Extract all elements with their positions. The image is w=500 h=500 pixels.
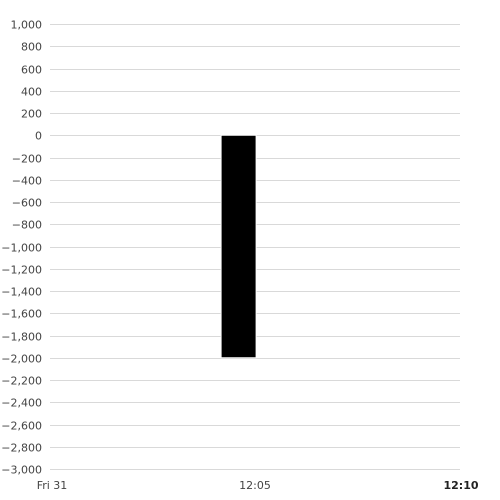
y-tick-label: −2,200 [1,375,42,388]
y-tick-label: −1,000 [1,242,42,255]
y-tick-label: −2,600 [1,420,42,433]
y-tick-label: −1,800 [1,331,42,344]
y-tick-label: −1,200 [1,264,42,277]
y-tick-label: 1,000 [11,19,43,32]
y-tick-label: 800 [21,41,42,54]
y-tick-label: −600 [12,197,42,210]
y-tick-label: −3,000 [1,464,42,477]
x-tick-label: Fri 31 [37,479,68,492]
bar [220,134,257,359]
x-tick-label: 12:10 [443,479,478,492]
y-tick-label: −1,400 [1,286,42,299]
y-tick-label: 0 [35,130,42,143]
x-tick-label: 12:05 [239,479,271,492]
y-tick-label: −800 [12,219,42,232]
y-tick-label: −2,000 [1,353,42,366]
y-tick-label: 200 [21,108,42,121]
x-axis-ticks: Fri 31 12:05 12:10 [37,479,479,492]
bars [220,134,257,359]
y-tick-label: 600 [21,64,42,77]
y-tick-label: 400 [21,86,42,99]
y-axis-ticks: 1,000 800 600 400 200 0 −200 −400 −600 −800 −1,000… [1,19,42,477]
y-tick-label: −1,600 [1,308,42,321]
y-tick-label: −2,800 [1,442,42,455]
y-tick-label: −200 [12,153,42,166]
y-tick-label: −2,400 [1,397,42,410]
y-tick-label: −400 [12,175,42,188]
